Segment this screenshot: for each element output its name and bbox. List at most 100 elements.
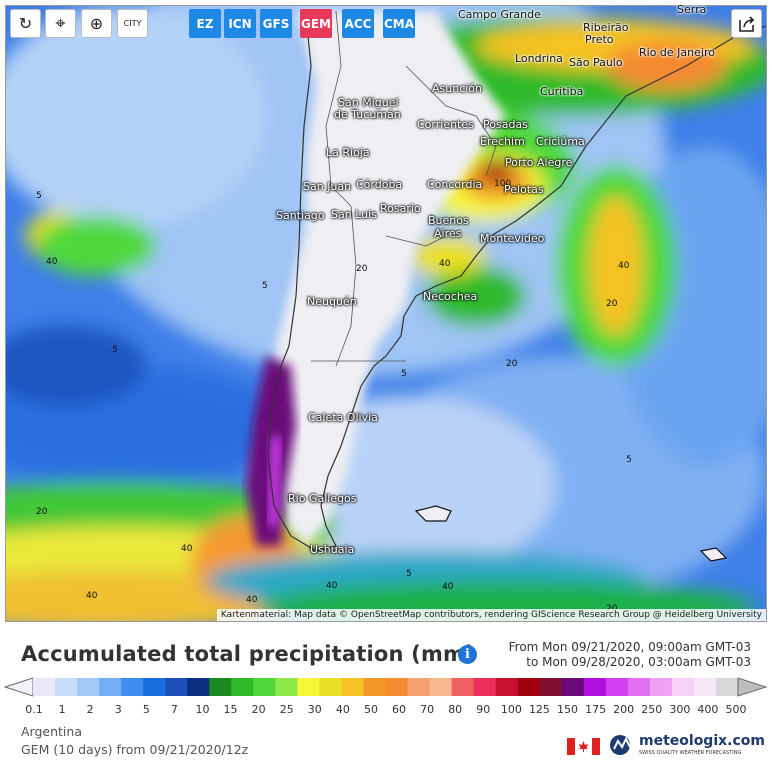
city-label: Ushuaia xyxy=(310,543,355,556)
city-label: Curitiba xyxy=(540,85,584,98)
svg-text:20: 20 xyxy=(506,359,518,369)
city-label: Aires xyxy=(434,227,462,240)
legend-swatch xyxy=(451,678,475,696)
legend-tick-label: 90 xyxy=(476,703,491,716)
info-icon[interactable]: i xyxy=(458,645,477,664)
city-label: Ribeirão xyxy=(583,21,629,34)
city-label: Montevideo xyxy=(480,232,545,245)
city-toggle-button[interactable]: CITY xyxy=(117,9,148,38)
city-icon: CITY xyxy=(123,19,142,28)
city-label: Río Gallegos xyxy=(288,492,357,505)
precipitation-map[interactable]: 5 5 5 5 5 5 20 20 20 20 20 40 40 40 40 4… xyxy=(5,5,767,622)
legend-swatch xyxy=(99,678,122,696)
meteologix-logo-icon xyxy=(610,735,631,755)
city-label: Campo Grande xyxy=(458,8,541,21)
legend-tick-label: 20 xyxy=(251,703,266,716)
model-button-gfs[interactable]: GFS xyxy=(260,9,292,38)
legend-tick-label: 500 xyxy=(725,703,747,716)
legend-tick-label: 250 xyxy=(641,703,663,716)
city-label: San Luis xyxy=(331,208,377,221)
legend-arrow-left xyxy=(3,677,34,697)
city-label: Concordia xyxy=(427,178,483,191)
zoom-button[interactable]: ⊕ xyxy=(81,9,112,38)
legend-tick-label: 175 xyxy=(585,703,607,716)
svg-text:40: 40 xyxy=(46,257,58,267)
legend-swatch xyxy=(605,678,629,696)
legend-tick-label: 30 xyxy=(307,703,322,716)
brand-name[interactable]: meteologix.com xyxy=(639,733,765,749)
legend-swatch xyxy=(473,678,497,696)
legend-swatch xyxy=(121,678,144,696)
legend-tick-label: 60 xyxy=(392,703,407,716)
city-label: Santiago xyxy=(276,209,325,222)
refresh-button[interactable]: ↻ xyxy=(10,9,41,38)
svg-text:20: 20 xyxy=(606,299,618,309)
model-button-icn[interactable]: ICN xyxy=(224,9,256,38)
legend-swatch xyxy=(319,678,342,696)
model-button-gem[interactable]: GEM xyxy=(300,9,332,38)
legend-swatch xyxy=(209,678,232,696)
legend-swatch xyxy=(341,678,364,696)
svg-text:40: 40 xyxy=(442,582,454,592)
legend-tick-label: 10 xyxy=(195,703,210,716)
svg-text:40: 40 xyxy=(181,544,193,554)
city-label: Pelotas xyxy=(504,183,544,196)
legend-swatch xyxy=(297,678,320,696)
legend-tick-label: 300 xyxy=(669,703,691,716)
legend-tick-label: 2 xyxy=(86,703,94,716)
legend-swatch xyxy=(517,678,541,696)
legend-swatch xyxy=(55,678,78,696)
legend-tick-label: 400 xyxy=(697,703,719,716)
map-attribution: Kartenmaterial: Map data © OpenStreetMap… xyxy=(216,609,766,621)
model-button-cma[interactable]: CMA xyxy=(383,9,415,38)
map-canvas: 5 5 5 5 5 5 20 20 20 20 20 40 40 40 40 4… xyxy=(6,6,766,621)
legend-swatch xyxy=(165,678,188,696)
legend-swatch xyxy=(693,678,717,696)
city-label: San Miguel xyxy=(338,96,399,109)
page-title: Accumulated total precipitation (mm) xyxy=(21,642,475,666)
svg-text:5: 5 xyxy=(112,345,118,355)
city-label: La Rioja xyxy=(326,146,370,159)
city-label: Rio de Janeiro xyxy=(639,46,715,59)
city-label: São Paulo xyxy=(569,56,623,69)
model-button-ez[interactable]: EZ xyxy=(189,9,221,38)
legend-swatch xyxy=(77,678,100,696)
legend-tick-label: 1 xyxy=(58,703,66,716)
legend-tick-label: 80 xyxy=(448,703,463,716)
share-button[interactable] xyxy=(731,9,762,38)
city-label: Asunción xyxy=(432,82,483,95)
location-button[interactable]: ⌖ xyxy=(45,9,76,38)
legend-swatch xyxy=(715,678,739,696)
legend-swatch xyxy=(429,678,453,696)
city-label: Neuquén xyxy=(307,295,357,308)
legend-swatch xyxy=(363,678,386,696)
city-label: Corrientes xyxy=(417,118,474,131)
legend-swatch xyxy=(671,678,695,696)
legend-tick-label: 5 xyxy=(142,703,150,716)
svg-text:5: 5 xyxy=(406,569,412,579)
city-label: Criciúma xyxy=(536,135,585,148)
legend-swatch xyxy=(253,678,276,696)
share-icon xyxy=(738,15,754,32)
legend-tick-label: 0.1 xyxy=(25,703,43,716)
legend-tick-label: 150 xyxy=(557,703,579,716)
legend-swatch xyxy=(561,678,585,696)
run-label: GEM (10 days) from 09/21/2020/12z xyxy=(21,742,249,757)
legend-tick-label: 25 xyxy=(279,703,294,716)
city-label: Erechim xyxy=(480,135,525,148)
legend-swatch xyxy=(583,678,607,696)
legend-colorbar xyxy=(3,677,768,697)
city-label: Caleta Olivia xyxy=(308,411,378,424)
legend-tick-label: 7 xyxy=(170,703,178,716)
range-from: From Mon 09/21/2020, 09:00am GMT-03 xyxy=(508,640,751,654)
legend-tick-label: 125 xyxy=(528,703,550,716)
legend-tick-label: 200 xyxy=(613,703,635,716)
legend-swatch xyxy=(275,678,298,696)
city-label: San Juan xyxy=(303,180,352,193)
legend-swatch xyxy=(539,678,563,696)
svg-text:40: 40 xyxy=(86,591,98,601)
contour-label: 5 xyxy=(36,191,42,201)
model-button-acc[interactable]: ACC xyxy=(342,9,374,38)
legend-tick-label: 70 xyxy=(420,703,435,716)
svg-text:40: 40 xyxy=(326,581,338,591)
